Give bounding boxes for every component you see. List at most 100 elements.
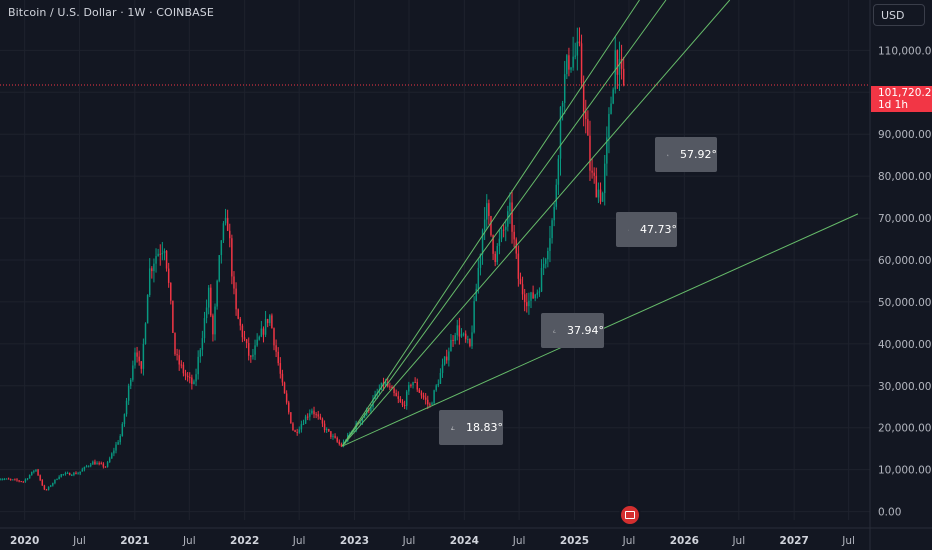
candle-body bbox=[186, 375, 189, 378]
angle-label-47[interactable]: 47.73° bbox=[616, 212, 677, 247]
candle-body bbox=[18, 480, 20, 482]
candle-body bbox=[35, 469, 37, 472]
candle-body bbox=[536, 292, 539, 295]
candle-body bbox=[45, 489, 48, 491]
candle-body bbox=[205, 307, 208, 319]
candle-body bbox=[460, 333, 463, 337]
candle-body bbox=[144, 323, 147, 344]
candle-body bbox=[117, 442, 119, 445]
angle-label-18[interactable]: 18.83° bbox=[439, 410, 503, 445]
candle-body bbox=[418, 389, 421, 393]
candle-body bbox=[229, 230, 231, 239]
candle-body bbox=[393, 388, 395, 394]
time-tick-label: 2021 bbox=[120, 535, 149, 547]
candle-body bbox=[300, 424, 303, 430]
candle-body bbox=[448, 351, 450, 361]
candle-body bbox=[553, 206, 555, 221]
candle-body bbox=[79, 471, 81, 474]
candle-body bbox=[245, 339, 248, 344]
candle-body bbox=[275, 345, 277, 352]
symbol-title: Bitcoin / U.S. Dollar · 1W · COINBASE bbox=[8, 6, 214, 19]
candle-body bbox=[239, 318, 242, 326]
candle-body bbox=[528, 300, 530, 307]
candle-body bbox=[488, 203, 490, 216]
candle-body bbox=[224, 217, 227, 224]
candle-body bbox=[582, 83, 585, 112]
candle-body bbox=[519, 278, 522, 285]
candle-body bbox=[328, 428, 330, 432]
angle-label-37[interactable]: 37.94° bbox=[541, 313, 604, 348]
candle-body bbox=[439, 372, 442, 384]
candle-body bbox=[189, 377, 191, 379]
currency-button[interactable]: USD bbox=[873, 4, 925, 26]
candle-body bbox=[504, 226, 507, 230]
price-tick-label: 90,000.00 bbox=[878, 129, 931, 141]
candle-body bbox=[214, 306, 216, 335]
candle-body bbox=[580, 43, 583, 84]
candle-body bbox=[138, 356, 140, 362]
candle-body bbox=[258, 336, 260, 340]
candle-body bbox=[115, 444, 117, 451]
candle-body bbox=[395, 393, 397, 397]
candle-body bbox=[85, 466, 88, 468]
candle-body bbox=[542, 263, 545, 268]
candle-body bbox=[317, 414, 319, 417]
candle-body bbox=[199, 349, 202, 357]
candle-body bbox=[464, 333, 467, 340]
candle-body bbox=[290, 412, 292, 424]
candle-body bbox=[511, 202, 513, 232]
candle-body bbox=[163, 250, 166, 254]
candle-body bbox=[66, 472, 69, 474]
candle-body bbox=[54, 479, 56, 484]
candle-body bbox=[325, 428, 328, 431]
candle-body bbox=[334, 435, 336, 438]
price-tick-label: 40,000.00 bbox=[878, 339, 931, 351]
candle-body bbox=[610, 103, 612, 114]
candle-body bbox=[298, 429, 301, 433]
candle-body bbox=[517, 253, 520, 279]
candle-body bbox=[197, 356, 199, 375]
candle-body bbox=[530, 292, 532, 301]
candle-body bbox=[49, 485, 52, 487]
calendar-event-icon[interactable] bbox=[621, 506, 639, 524]
time-tick-label: Jul bbox=[512, 535, 526, 547]
candle-body bbox=[486, 203, 488, 220]
candle-body bbox=[176, 354, 178, 356]
last-price-tag: 101,720.20 1d 1h bbox=[871, 86, 932, 112]
price-tick-label: 50,000.00 bbox=[878, 297, 931, 309]
candle-body bbox=[0, 479, 1, 481]
candle-body bbox=[330, 431, 332, 437]
candle-body bbox=[498, 238, 501, 246]
candle-body bbox=[288, 402, 290, 413]
candle-body bbox=[119, 436, 121, 443]
angle-value: 37.94° bbox=[567, 324, 604, 337]
candle-body bbox=[218, 255, 220, 281]
candle-body bbox=[424, 397, 427, 400]
angle-icon bbox=[553, 329, 556, 332]
candle-body bbox=[412, 381, 414, 386]
candle-body bbox=[100, 463, 103, 465]
candle-body bbox=[429, 404, 431, 406]
time-tick-label: Jul bbox=[292, 535, 306, 547]
candle-body bbox=[283, 382, 286, 394]
time-axis: 2020 Jul 2021 Jul 2022 Jul 2023 Jul 2024 Jul 2025 J… bbox=[0, 527, 932, 547]
candle-body bbox=[551, 220, 553, 239]
candle-body bbox=[60, 474, 62, 477]
candle-body bbox=[262, 328, 265, 335]
candle-body bbox=[481, 230, 484, 255]
angle-label-57[interactable]: 57.92° bbox=[655, 137, 717, 172]
candle-body bbox=[471, 332, 473, 347]
candle-body bbox=[178, 355, 180, 365]
candle-body bbox=[523, 294, 526, 303]
candle-body bbox=[431, 403, 433, 405]
candle-body bbox=[306, 416, 309, 418]
candle-body bbox=[353, 430, 355, 432]
candle-body bbox=[450, 339, 452, 352]
candle-body bbox=[454, 335, 456, 342]
time-tick-label: Jul bbox=[72, 535, 86, 547]
candle-body bbox=[545, 259, 547, 264]
candle-body bbox=[467, 339, 469, 341]
candle-body bbox=[58, 476, 60, 480]
candle-body bbox=[174, 332, 176, 355]
